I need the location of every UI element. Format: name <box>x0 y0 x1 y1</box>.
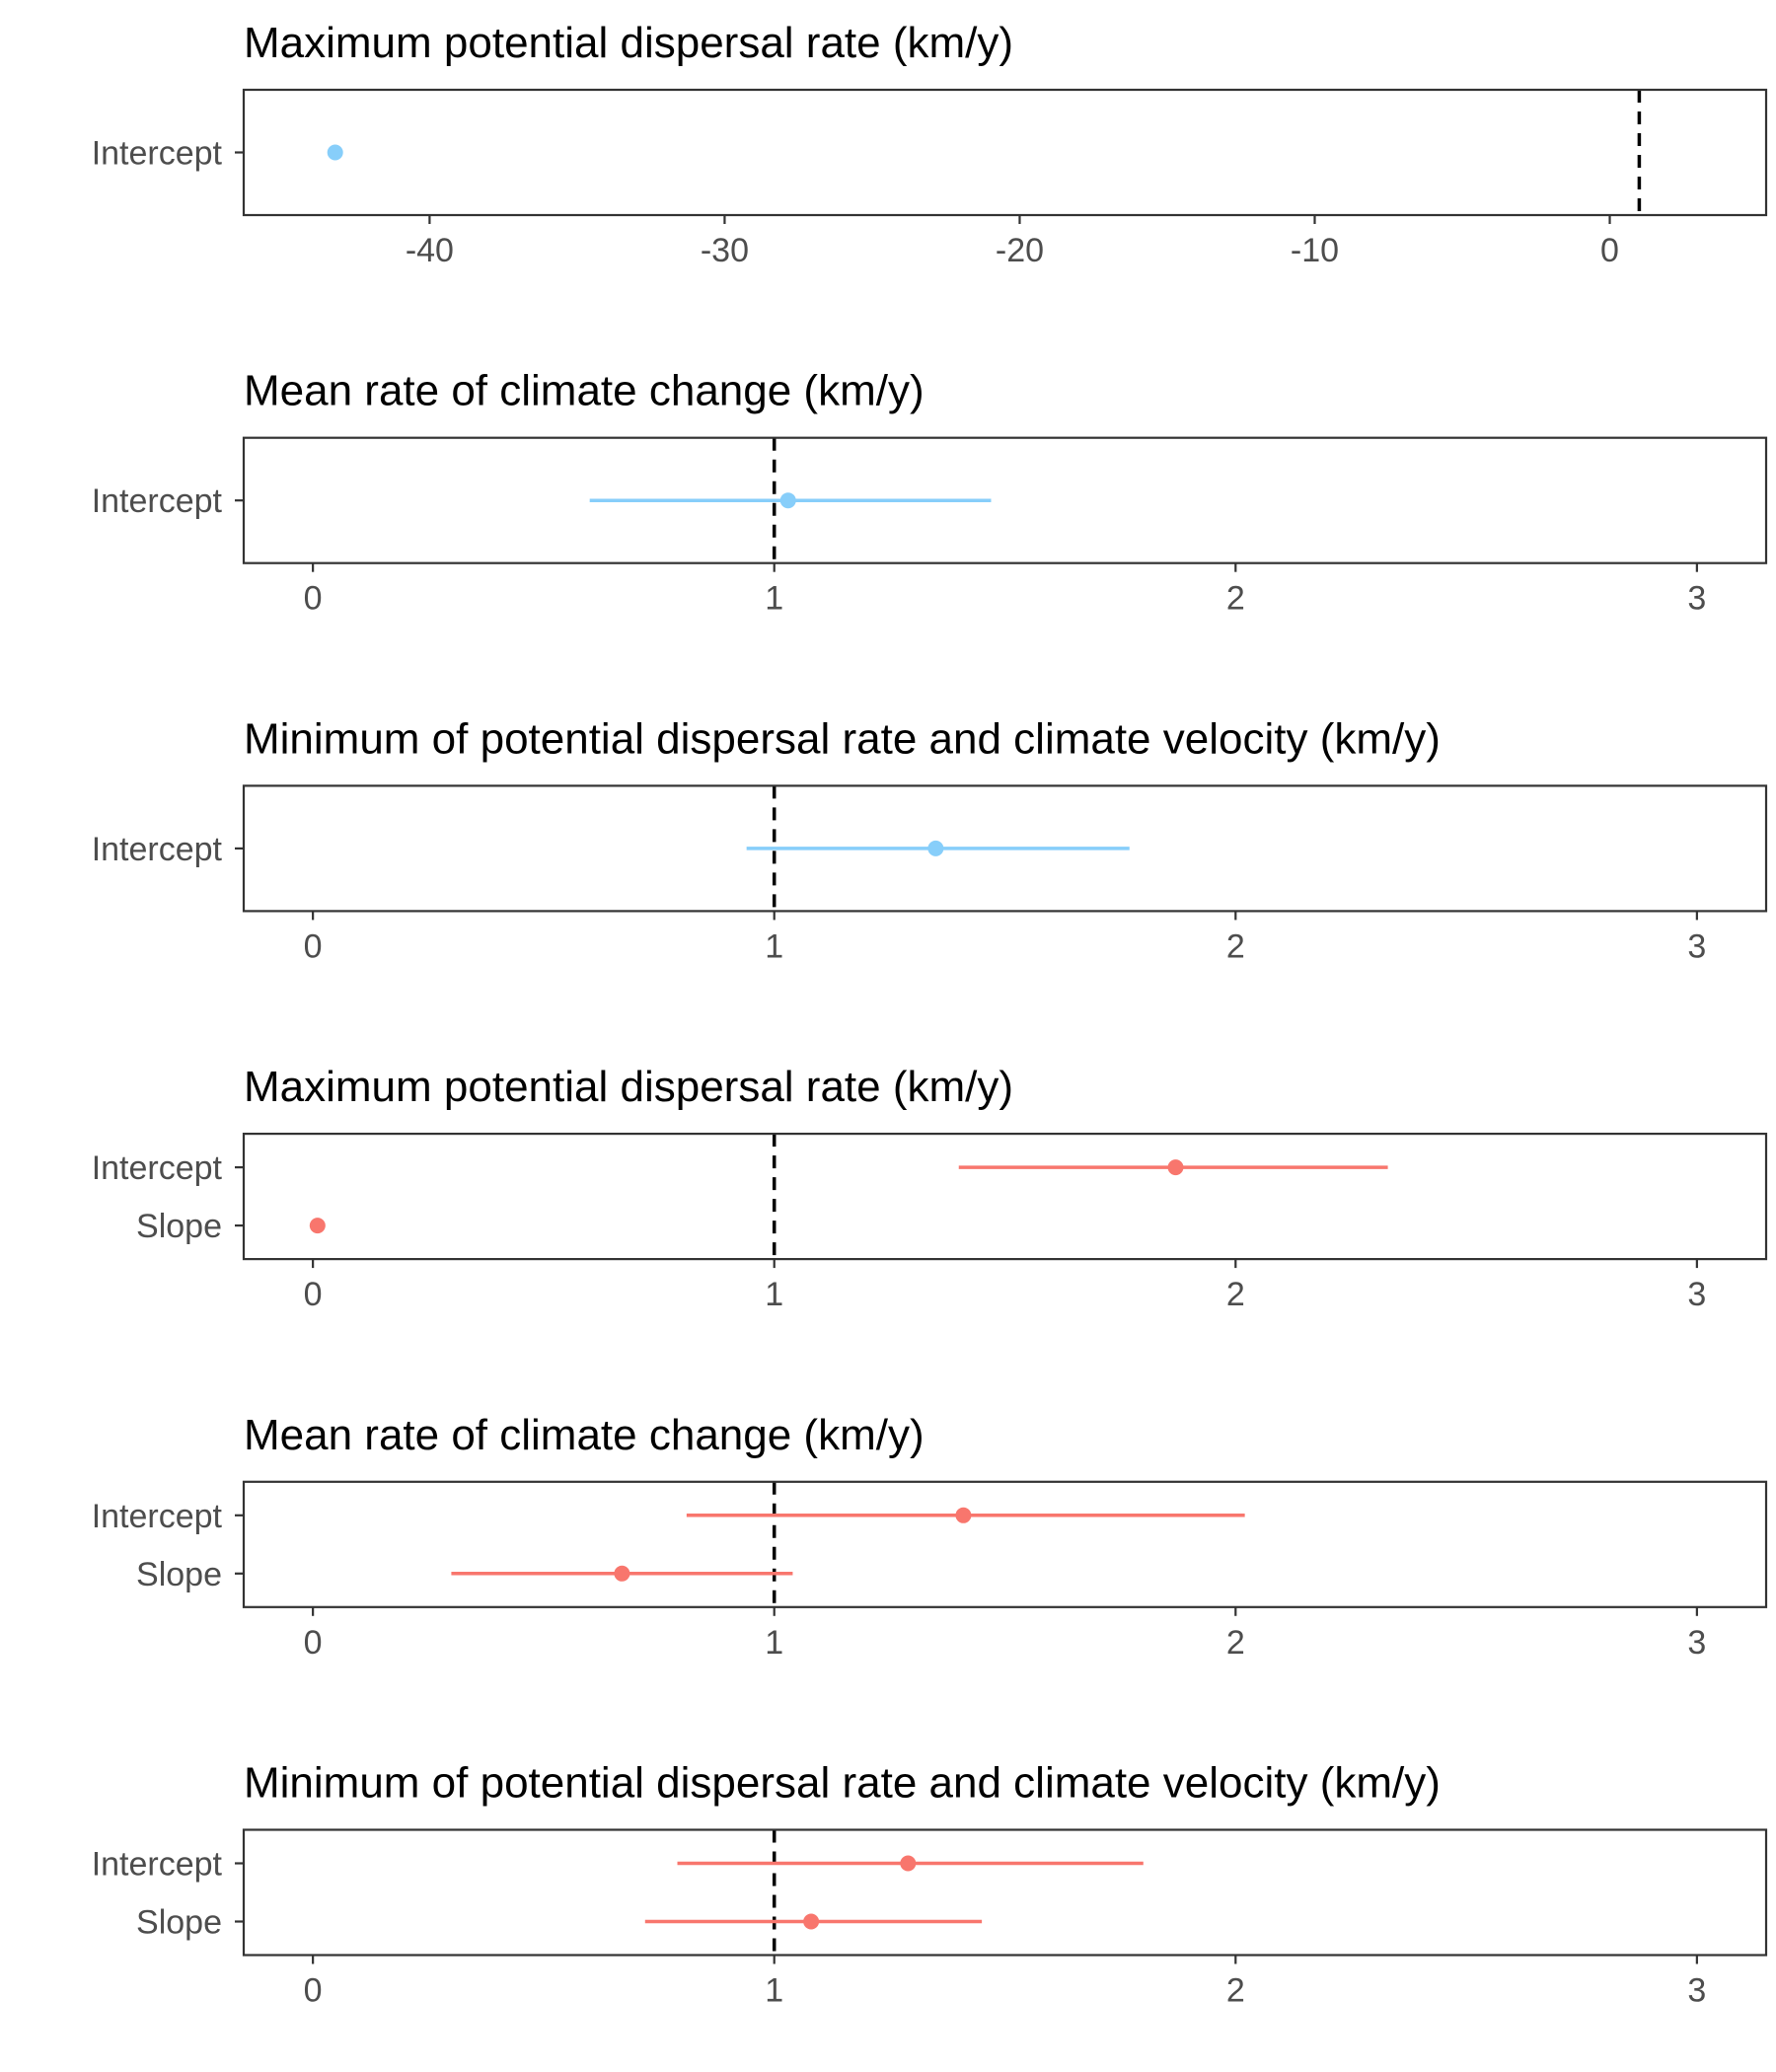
y-tick-label: Intercept <box>92 135 223 173</box>
x-tick-label: 2 <box>1226 1276 1245 1313</box>
estimate-point-intercept <box>955 1507 972 1523</box>
x-tick-label: 0 <box>304 1624 323 1662</box>
x-tick-label: 0 <box>304 1972 323 2010</box>
estimate-point-slope <box>803 1913 820 1930</box>
y-tick-label: Slope <box>136 1904 222 1942</box>
estimate-point-slope <box>309 1218 326 1234</box>
panel-2: Mean rate of climate change (km/y) Interc… <box>92 367 1768 618</box>
estimate-point-slope <box>614 1565 630 1582</box>
x-tick-label: 3 <box>1687 1624 1706 1662</box>
estimate-point-intercept <box>327 144 343 161</box>
x-tick-label: 2 <box>1226 927 1245 965</box>
estimate-point-intercept <box>1167 1159 1184 1176</box>
panel-3: Minimum of potential dispersal rate and … <box>92 714 1768 965</box>
x-tick-label: 0 <box>304 927 323 965</box>
x-tick-label: 0 <box>1600 232 1619 269</box>
y-tick-label: Intercept <box>92 1498 223 1535</box>
x-tick-label: -20 <box>996 232 1044 269</box>
panel-4: Maximum potential dispersal rate (km/y) I… <box>92 1063 1768 1313</box>
x-tick-label: 0 <box>304 1276 323 1313</box>
panel-6: Minimum of potential dispersal rate and … <box>92 1759 1768 2010</box>
panel-frame <box>242 1132 1768 1261</box>
x-tick-label: 2 <box>1226 580 1245 618</box>
x-tick-label: 3 <box>1687 927 1706 965</box>
panel-5: Mean rate of climate change (km/y) Interc… <box>92 1411 1768 1662</box>
x-tick-label: -10 <box>1291 232 1339 269</box>
y-tick-label: Slope <box>136 1208 222 1245</box>
y-tick-label: Intercept <box>92 1846 223 1884</box>
panel-title: Minimum of potential dispersal rate and … <box>244 1759 1441 1808</box>
panel-frame <box>242 88 1768 217</box>
panel-title: Mean rate of climate change (km/y) <box>244 1411 925 1459</box>
panel-frame <box>242 436 1768 564</box>
panel-frame <box>242 1828 1768 1957</box>
panel-title: Mean rate of climate change (km/y) <box>244 367 925 415</box>
y-tick-label: Intercept <box>92 482 223 520</box>
x-tick-label: 0 <box>304 580 323 618</box>
y-tick-label: Intercept <box>92 1149 223 1187</box>
estimate-point-intercept <box>779 492 796 509</box>
x-tick-label: 3 <box>1687 1972 1706 2010</box>
x-tick-label: 1 <box>765 580 783 618</box>
estimate-point-intercept <box>927 840 944 856</box>
estimate-point-intercept <box>900 1855 917 1872</box>
x-tick-label: 1 <box>765 1972 783 2010</box>
panel-1: Maximum potential dispersal rate (km/y) I… <box>92 19 1768 269</box>
x-tick-label: 2 <box>1226 1624 1245 1662</box>
x-tick-label: 3 <box>1687 1276 1706 1313</box>
x-tick-label: 1 <box>765 1276 783 1313</box>
x-tick-label: 3 <box>1687 580 1706 618</box>
x-tick-label: 1 <box>765 1624 783 1662</box>
panel-title: Maximum potential dispersal rate (km/y) <box>244 19 1013 67</box>
y-tick-label: Intercept <box>92 831 223 868</box>
x-tick-label: -40 <box>406 232 454 269</box>
panel-title: Maximum potential dispersal rate (km/y) <box>244 1063 1013 1111</box>
x-tick-label: 1 <box>765 927 783 965</box>
y-tick-label: Slope <box>136 1556 222 1593</box>
x-tick-label: 2 <box>1226 1972 1245 2010</box>
x-tick-label: -30 <box>701 232 749 269</box>
panel-title: Minimum of potential dispersal rate and … <box>244 714 1441 763</box>
panel-frame <box>242 1480 1768 1608</box>
